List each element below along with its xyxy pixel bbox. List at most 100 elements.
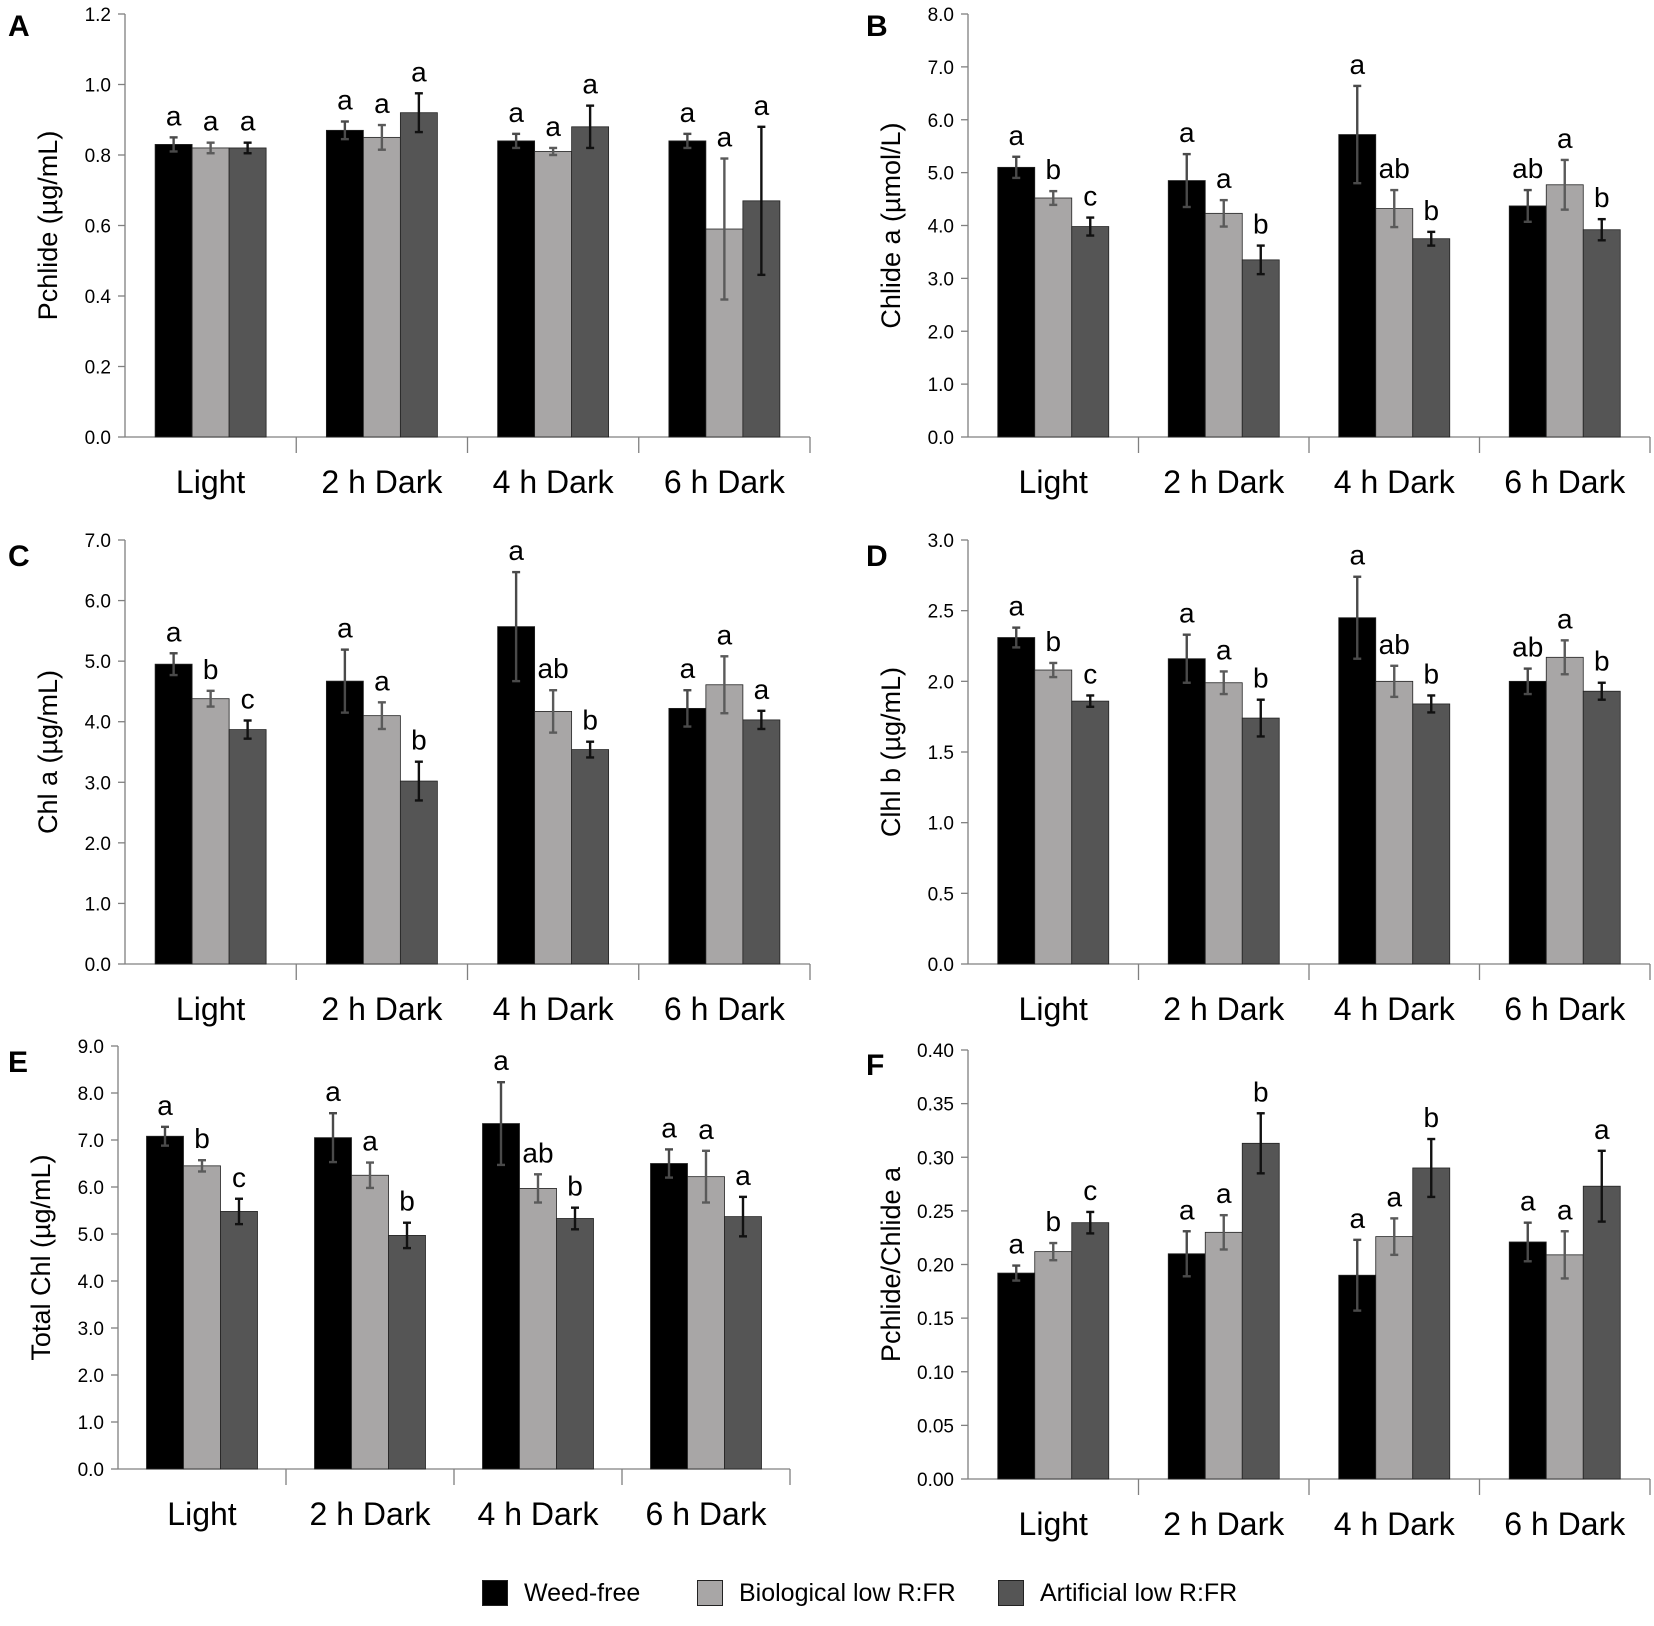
bar-biological-low-r-fr-2-h-dark	[1204, 212, 1243, 438]
bar-artificial-low-r-fr-6-h-dark	[742, 719, 781, 965]
bar-artificial-low-r-fr-4-h-dark	[1412, 238, 1451, 438]
y-axis-title: Chlide a (µmol/L)	[876, 122, 906, 328]
y-tick-label: 0.0	[928, 955, 954, 976]
significance-letter: a	[1179, 117, 1195, 148]
significance-letter: a	[1557, 123, 1573, 154]
x-tick-label-6-h-dark: 6 h Dark	[646, 1496, 768, 1532]
y-axis-title: Pchlide/Chlide a	[876, 1166, 906, 1362]
y-tick-label: 4.0	[928, 217, 954, 238]
bar-artificial-low-r-fr-2-h-dark	[388, 1235, 426, 1470]
bar-artificial-low-r-fr-6-h-dark	[1582, 690, 1621, 965]
bar-biological-low-r-fr-6-h-dark	[1545, 656, 1584, 965]
significance-letter: a	[411, 56, 427, 87]
x-tick-label-2-h-dark: 2 h Dark	[321, 991, 443, 1027]
y-tick-label: 0.4	[85, 287, 112, 308]
x-tick-label-4-h-dark: 4 h Dark	[493, 464, 615, 500]
significance-letter: b	[582, 705, 598, 736]
panel-letter: F	[866, 1049, 884, 1082]
bar-artificial-low-r-fr-light	[228, 729, 267, 965]
y-tick-label: 5.0	[85, 652, 111, 673]
significance-letter: b	[1423, 658, 1439, 689]
x-tick-label-6-h-dark: 6 h Dark	[1504, 1506, 1626, 1542]
significance-letter: a	[1008, 120, 1024, 151]
x-tick-label-6-h-dark: 6 h Dark	[664, 991, 786, 1027]
y-tick-label: 0.2	[85, 358, 111, 379]
bar-weed-free-4-h-dark	[497, 140, 536, 438]
x-tick-label-4-h-dark: 4 h Dark	[1334, 991, 1456, 1027]
bar-biological-low-r-fr-4-h-dark	[1375, 208, 1414, 438]
y-tick-label: 3.0	[78, 1319, 104, 1340]
significance-letter: b	[1253, 663, 1269, 694]
x-tick-label-6-h-dark: 6 h Dark	[1504, 991, 1626, 1027]
panel-letter: B	[866, 10, 888, 43]
significance-letter: a	[545, 111, 561, 142]
significance-letter: a	[1386, 1181, 1402, 1212]
significance-letter: a	[1008, 591, 1024, 622]
significance-letter: a	[735, 1160, 751, 1191]
legend-label-biological-low-rfr: Biological low R:FR	[739, 1578, 956, 1607]
significance-letter: a	[1216, 634, 1232, 665]
bar-biological-low-r-fr-light	[191, 147, 230, 438]
x-tick-label-light: Light	[176, 991, 246, 1027]
chart-panel-d: D 0.0 0.5 1.0 1.5 2.0 2.5 3.0 Clhl b (µg/mL) Ligh…	[866, 531, 1651, 1027]
y-tick-label: 6.0	[928, 111, 954, 132]
x-tick-label-2-h-dark: 2 h Dark	[321, 464, 443, 500]
bar-biological-low-r-fr-4-h-dark	[534, 711, 573, 965]
significance-letter: a	[374, 88, 390, 119]
bar-weed-free-6-h-dark	[650, 1163, 688, 1470]
significance-letter: ab	[1512, 153, 1543, 184]
bar-biological-low-r-fr-light	[183, 1165, 221, 1470]
x-tick-label-2-h-dark: 2 h Dark	[1163, 991, 1285, 1027]
significance-letter: a	[493, 1045, 509, 1076]
significance-letter: a	[1557, 603, 1573, 634]
y-tick-label: 0.30	[917, 1148, 954, 1169]
y-axis-title: Pchlide (µg/mL)	[33, 131, 63, 321]
y-tick-label: 5.0	[928, 164, 954, 185]
y-tick-label: 0.0	[928, 428, 954, 449]
bar-weed-free-6-h-dark	[668, 140, 707, 438]
y-tick-label: 8.0	[928, 5, 954, 26]
bar-weed-free-light	[997, 1272, 1036, 1480]
x-tick-label-4-h-dark: 4 h Dark	[478, 1496, 600, 1532]
significance-letter: a	[337, 613, 353, 644]
y-tick-label: 0.0	[85, 428, 111, 449]
bar-biological-low-r-fr-4-h-dark	[1375, 680, 1414, 965]
bar-biological-low-r-fr-2-h-dark	[1204, 682, 1243, 965]
significance-letter: a	[1349, 540, 1365, 571]
bar-weed-free-2-h-dark	[1167, 658, 1206, 965]
legend-label-artificial-low-rfr: Artificial low R:FR	[1040, 1578, 1238, 1607]
bar-artificial-low-r-fr-2-h-dark	[1241, 259, 1280, 438]
chart-panel-f: F 0.00 0.05 0.10 0.15 0.20 0.25 0.30 0.35 0.40 Pch…	[866, 1041, 1651, 1542]
significance-letter: b	[567, 1171, 583, 1202]
legend: Weed-free Biological low R:FR Artificial…	[0, 1575, 1654, 1611]
bar-artificial-low-r-fr-4-h-dark	[556, 1218, 594, 1470]
significance-letter: a	[1520, 1186, 1536, 1217]
x-tick-label-light: Light	[1019, 464, 1089, 500]
bar-biological-low-r-fr-light	[1034, 1251, 1073, 1480]
y-axis-title: Total Chl (µg/mL)	[26, 1154, 56, 1360]
y-tick-label: 1.2	[85, 5, 111, 26]
significance-letter: a	[1557, 1194, 1573, 1225]
y-tick-label: 7.0	[928, 58, 954, 79]
significance-letter: a	[680, 653, 696, 684]
x-tick-label-light: Light	[1019, 1506, 1089, 1542]
panel-letter: E	[8, 1046, 28, 1079]
significance-letter: a	[240, 106, 256, 137]
x-tick-label-4-h-dark: 4 h Dark	[493, 991, 615, 1027]
significance-letter: b	[399, 1186, 415, 1217]
chart-panel-b: B 0.0 1.0 2.0 3.0 4.0 5.0 6.0 7.0 8.0 Chlide a (µm…	[866, 5, 1651, 500]
y-tick-label: 6.0	[85, 592, 111, 613]
y-tick-label: 0.10	[917, 1363, 954, 1384]
bar-artificial-low-r-fr-light	[220, 1211, 258, 1470]
y-tick-label: 2.0	[928, 672, 954, 693]
bar-artificial-low-r-fr-light	[1071, 700, 1110, 965]
y-tick-label: 1.0	[78, 1413, 104, 1434]
y-tick-label: 1.5	[928, 743, 954, 764]
bar-artificial-low-r-fr-2-h-dark	[399, 112, 438, 438]
significance-letter: a	[1594, 1114, 1610, 1145]
bar-artificial-low-r-fr-4-h-dark	[571, 749, 610, 965]
x-tick-label-6-h-dark: 6 h Dark	[664, 464, 786, 500]
bar-biological-low-r-fr-2-h-dark	[362, 715, 401, 965]
bar-weed-free-4-h-dark	[482, 1123, 520, 1470]
